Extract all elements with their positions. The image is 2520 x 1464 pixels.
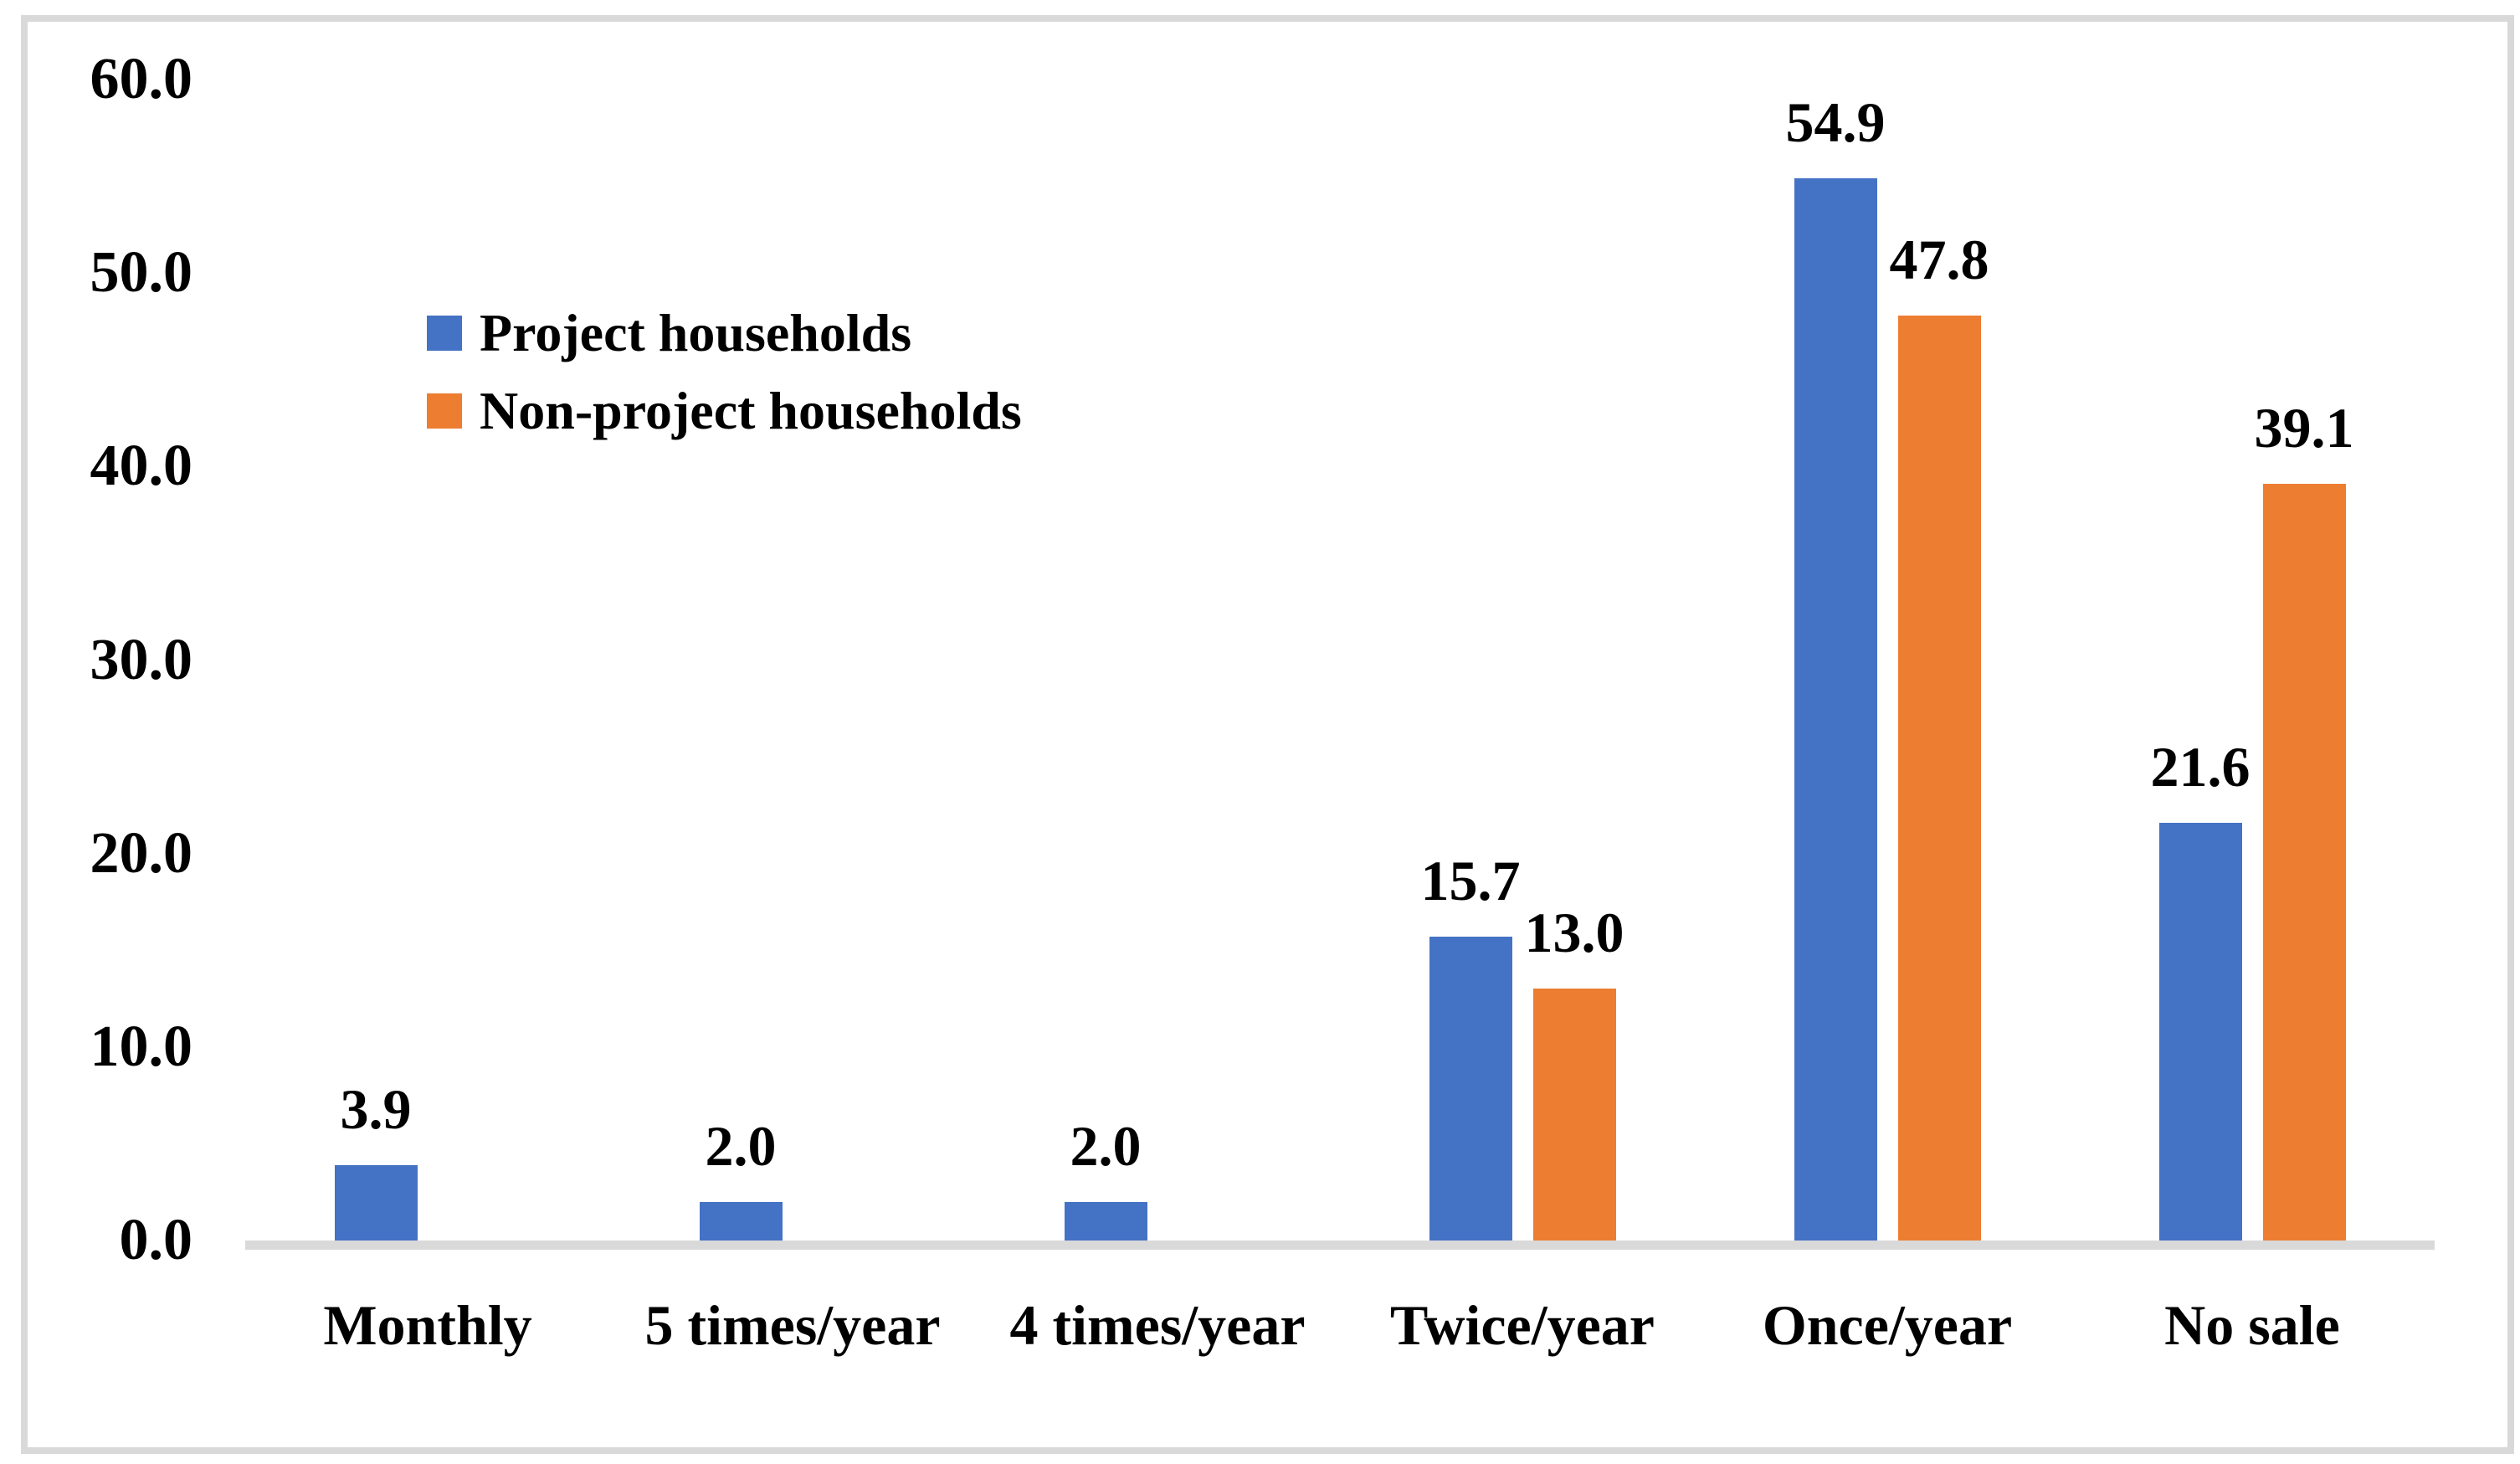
category-label-once-year: Once/year (1762, 1293, 2013, 1357)
legend-swatch-non-project-households (427, 393, 462, 429)
bar-non-project-twice-year (1533, 989, 1616, 1241)
legend-swatch-project-households (427, 316, 462, 351)
category-label-monthly: Monthly (323, 1293, 532, 1357)
bar-value-label: 3.9 (340, 1077, 412, 1141)
bar-value-label: 2.0 (1070, 1114, 1142, 1178)
bar-project-5-times-year (700, 1202, 783, 1241)
bar-project-twice-year (1429, 937, 1512, 1241)
legend-item-non-project-households: Non-project households (427, 384, 1022, 438)
y-tick-label: 60.0 (90, 47, 193, 111)
legend-label-project-households: Project households (480, 303, 912, 362)
bar-value-label: 21.6 (2150, 735, 2251, 799)
y-tick-label: 50.0 (90, 240, 193, 305)
category-label-no-sale: No sale (2164, 1293, 2340, 1357)
x-axis-line (245, 1241, 2435, 1250)
legend: Project households Non-project household… (427, 306, 1022, 465)
bar-value-label: 54.9 (1785, 90, 1886, 154)
bar-non-project-once-year (1898, 316, 1981, 1241)
category-label-4-times-year: 4 times/year (1009, 1293, 1306, 1357)
bar-value-label: 2.0 (705, 1114, 777, 1178)
legend-item-project-households: Project households (427, 306, 1022, 360)
bar-value-label: 47.8 (1889, 228, 1989, 291)
y-tick-label: 30.0 (90, 628, 193, 692)
bar-project-4-times-year (1065, 1202, 1147, 1241)
y-tick-label: 40.0 (90, 434, 193, 498)
bar-project-monthly (335, 1165, 418, 1241)
category-label-5-times-year: 5 times/year (644, 1293, 941, 1357)
legend-label-non-project-households: Non-project households (480, 381, 1022, 440)
y-tick-label: 10.0 (90, 1015, 193, 1079)
y-tick-label: 20.0 (90, 821, 193, 886)
bar-project-once-year (1794, 178, 1877, 1241)
bar-value-label: 15.7 (1420, 849, 1521, 912)
category-label-twice-year: Twice/year (1390, 1293, 1655, 1357)
bar-project-no-sale (2159, 823, 2242, 1241)
bar-non-project-no-sale (2263, 484, 2346, 1241)
bar-value-label: 13.0 (1524, 901, 1624, 964)
bar-value-label: 39.1 (2254, 396, 2354, 460)
y-tick-label: 0.0 (119, 1208, 193, 1272)
chart-frame (21, 15, 2514, 1454)
